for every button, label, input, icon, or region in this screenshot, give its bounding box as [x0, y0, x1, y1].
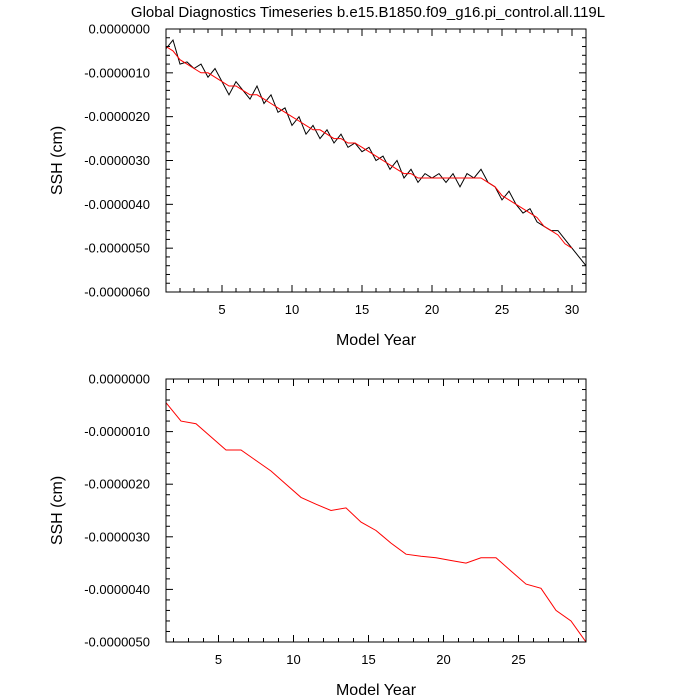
series-line-1 [165, 402, 587, 643]
x-axis-label: Model Year [336, 682, 417, 699]
chart-title: Global Diagnostics Timeseries b.e15.B185… [131, 4, 605, 21]
x-tick-label: 25 [511, 652, 525, 667]
x-tick-label: 30 [565, 302, 579, 317]
x-tick-label: 15 [355, 302, 369, 317]
y-tick-label: -0.0000010 [84, 65, 150, 80]
y-tick-label: -0.0000030 [84, 153, 150, 168]
x-tick-label: 5 [215, 652, 222, 667]
y-axis-label: SSH (cm) [49, 126, 66, 195]
series-line-2 [165, 46, 573, 249]
plot-panel-1: 5 10 15 20 25 30 0.0000000 -0.0000010 -0.0000020… [49, 22, 587, 349]
y-tick-label: -0.0000010 [84, 424, 150, 439]
x-tick-label: 15 [361, 652, 375, 667]
x-tick-label: 5 [218, 302, 225, 317]
x-tick-label: 10 [286, 652, 300, 667]
y-tick-label: -0.0000050 [84, 241, 150, 256]
series-line-1 [165, 38, 587, 267]
plot-frame [165, 378, 587, 643]
plot-panel-2: 5 10 15 20 25 0.0000000 -0.0000010 -0.0000020 -0… [49, 372, 587, 699]
y-tick-label: 0.0000000 [89, 22, 150, 37]
y-axis-label: SSH (cm) [49, 476, 66, 545]
y-tick-label: -0.0000020 [84, 109, 150, 124]
x-axis-label: Model Year [336, 332, 417, 349]
y-tick-label: -0.0000040 [84, 197, 150, 212]
y-tick-label: -0.0000030 [84, 529, 150, 544]
y-tick-label: -0.0000050 [84, 635, 150, 650]
y-tick-label: -0.0000060 [84, 285, 150, 300]
x-tick-label: 20 [425, 302, 439, 317]
y-tick-label: -0.0000020 [84, 477, 150, 492]
x-tick-label: 10 [285, 302, 299, 317]
x-tick-label: 20 [436, 652, 450, 667]
y-tick-label: -0.0000040 [84, 582, 150, 597]
x-tick-label: 25 [495, 302, 509, 317]
y-tick-label: 0.0000000 [89, 372, 150, 387]
